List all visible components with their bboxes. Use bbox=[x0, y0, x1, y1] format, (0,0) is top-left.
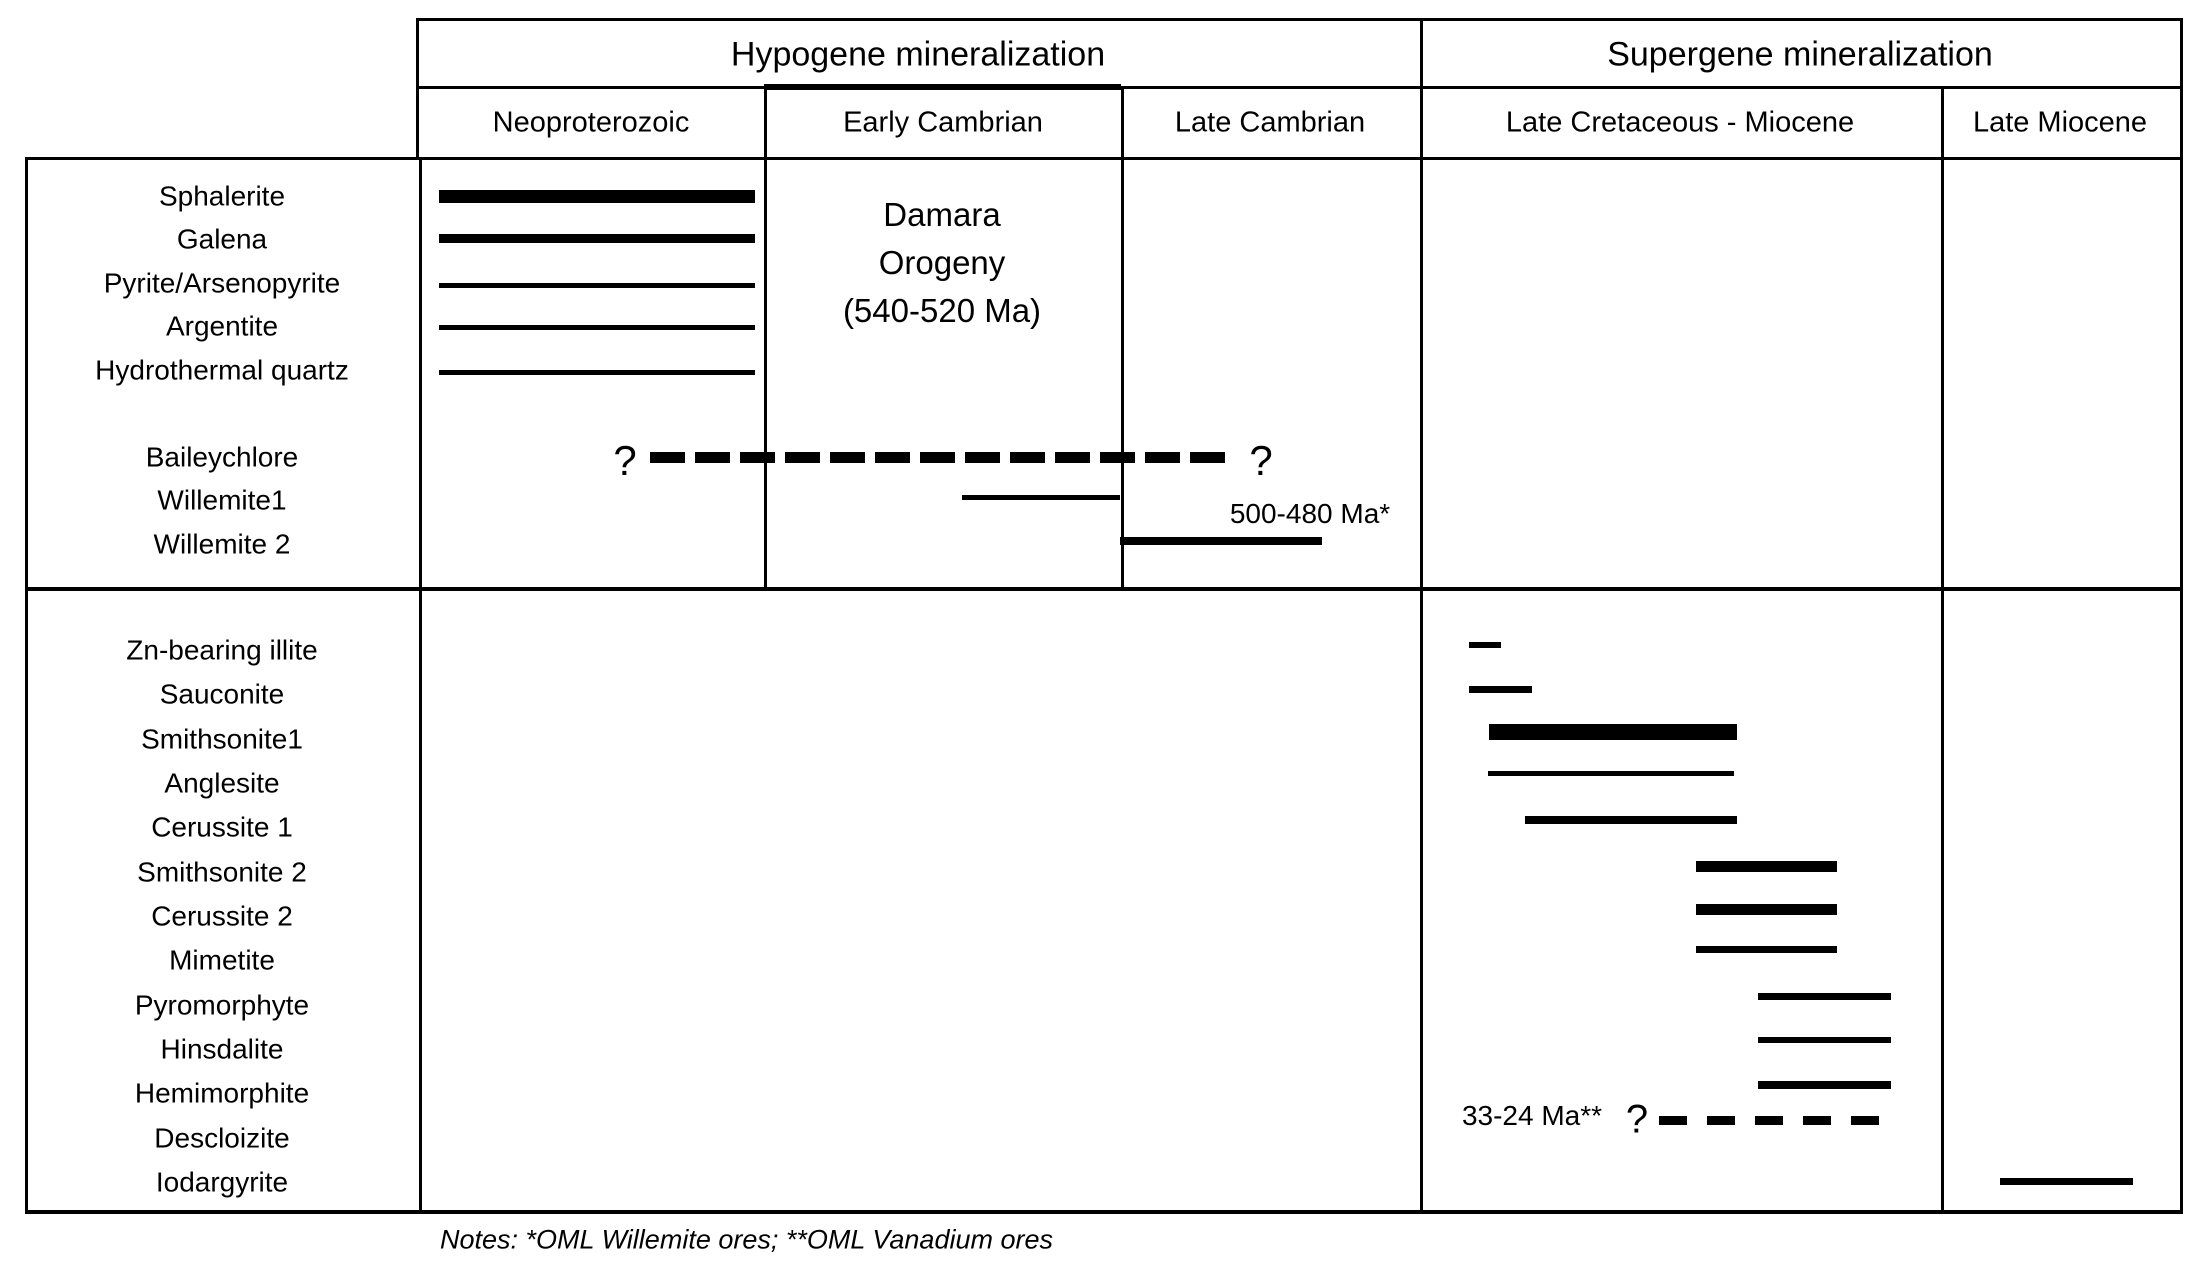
grid-line bbox=[25, 157, 28, 1214]
mineral-label-willemite1: Willemite1 bbox=[157, 484, 287, 516]
mineral-label-smithsonite-2: Smithsonite 2 bbox=[137, 856, 307, 888]
grid-line-thick-early-cambrian bbox=[764, 84, 1121, 90]
mineral-label-argentite: Argentite bbox=[165, 310, 279, 342]
mineral-label-hydrothermal-quartz: Hydrothermal quartz bbox=[95, 354, 349, 386]
range-bar-smithsonite1 bbox=[1489, 724, 1737, 740]
question-mark-baileychlore-left: ? bbox=[613, 437, 637, 484]
mineral-label-pyromorphyte: Pyromorphyte bbox=[134, 989, 310, 1021]
range-bar-cerussite-1 bbox=[1525, 816, 1737, 824]
grid-line bbox=[2180, 18, 2183, 1214]
damara-orogeny-annotation: Damara Orogeny (540-520 Ma) bbox=[842, 196, 1042, 329]
figure-notes: Notes: *OML Willemite ores; **OML Vanadi… bbox=[440, 1224, 1053, 1255]
range-bar-willemite1 bbox=[962, 494, 1120, 500]
grid-line bbox=[416, 86, 2183, 89]
descloizite-age-annotation: 33-24 Ma** bbox=[1461, 1100, 1603, 1131]
column-header-late-cambrian: Late Cambrian bbox=[1174, 106, 1366, 139]
range-bar-zn-bearing-illite bbox=[1469, 642, 1501, 648]
mineral-label-hinsdalite: Hinsdalite bbox=[160, 1033, 284, 1065]
mineral-label-sauconite: Sauconite bbox=[159, 678, 285, 710]
mineral-label-willemite-2: Willemite 2 bbox=[153, 528, 291, 560]
range-bar-anglesite bbox=[1488, 770, 1734, 776]
column-header-early-cambrian: Early Cambrian bbox=[843, 106, 1043, 139]
range-bar-smithsonite-2 bbox=[1696, 860, 1837, 872]
range-bar-galena bbox=[439, 233, 755, 243]
mineral-label-smithsonite1: Smithsonite1 bbox=[141, 723, 303, 755]
range-bar-sauconite bbox=[1469, 685, 1532, 693]
mineral-label-pyrite-arsenopyrite: Pyrite/Arsenopyrite bbox=[103, 267, 341, 299]
grid-line-label-column bbox=[419, 157, 422, 1214]
range-bar-baileychlore bbox=[650, 451, 1232, 463]
grid-line-bottom bbox=[25, 1210, 2183, 1214]
mineral-label-baileychlore: Baileychlore bbox=[145, 441, 299, 473]
mineral-label-hemimorphite: Hemimorphite bbox=[134, 1077, 310, 1109]
section-divider-line bbox=[25, 587, 2183, 591]
group-title-supergene: Supergene mineralization bbox=[1607, 35, 1993, 74]
mineral-label-mimetite: Mimetite bbox=[169, 944, 275, 976]
question-mark-descloizite: ? bbox=[1625, 1097, 1649, 1142]
column-header-late-miocene: Late Miocene bbox=[1972, 106, 2148, 139]
range-bar-willemite-2 bbox=[1120, 537, 1322, 545]
mineral-label-cerussite-1: Cerussite 1 bbox=[151, 811, 293, 843]
mineral-label-sphalerite: Sphalerite bbox=[158, 180, 286, 212]
column-header-neoproterozoic: Neoproterozoic bbox=[492, 106, 690, 139]
range-bar-sphalerite bbox=[439, 189, 755, 203]
range-bar-argentite bbox=[439, 324, 755, 330]
range-bar-pyrite-arsenopyrite bbox=[439, 282, 755, 288]
column-header-late-cretaceous-miocene: Late Cretaceous - Miocene bbox=[1505, 106, 1855, 139]
grid-line bbox=[1941, 86, 1944, 1214]
grid-line bbox=[25, 157, 2183, 160]
grid-line bbox=[1121, 86, 1124, 589]
mineral-label-zn-bearing-illite: Zn-bearing illite bbox=[126, 634, 318, 666]
mineral-label-descloizite: Descloizite bbox=[154, 1122, 290, 1154]
range-bar-cerussite-2 bbox=[1696, 903, 1837, 915]
range-bar-hydrothermal-quartz bbox=[439, 369, 755, 375]
group-title-hypogene: Hypogene mineralization bbox=[730, 35, 1106, 74]
range-bar-hemimorphite bbox=[1758, 1081, 1891, 1089]
mineral-label-cerussite-2: Cerussite 2 bbox=[151, 900, 293, 932]
range-bar-iodargyrite bbox=[2000, 1177, 2133, 1185]
range-bar-mimetite bbox=[1696, 945, 1837, 953]
mineral-label-anglesite: Anglesite bbox=[164, 767, 280, 799]
range-bar-pyromorphyte bbox=[1758, 992, 1891, 1000]
mineral-label-iodargyrite: Iodargyrite bbox=[155, 1166, 289, 1198]
range-bar-descloizite bbox=[1659, 1115, 1899, 1125]
question-mark-baileychlore-right: ? bbox=[1249, 437, 1273, 484]
mineral-label-galena: Galena bbox=[176, 223, 268, 255]
grid-line-hypogene-supergene bbox=[1420, 18, 1423, 1214]
grid-line bbox=[764, 86, 767, 589]
grid-line bbox=[416, 18, 2183, 21]
willemite-age-annotation: 500-480 Ma* bbox=[1229, 498, 1391, 529]
range-bar-hinsdalite bbox=[1758, 1037, 1891, 1043]
grid-line bbox=[416, 18, 419, 159]
